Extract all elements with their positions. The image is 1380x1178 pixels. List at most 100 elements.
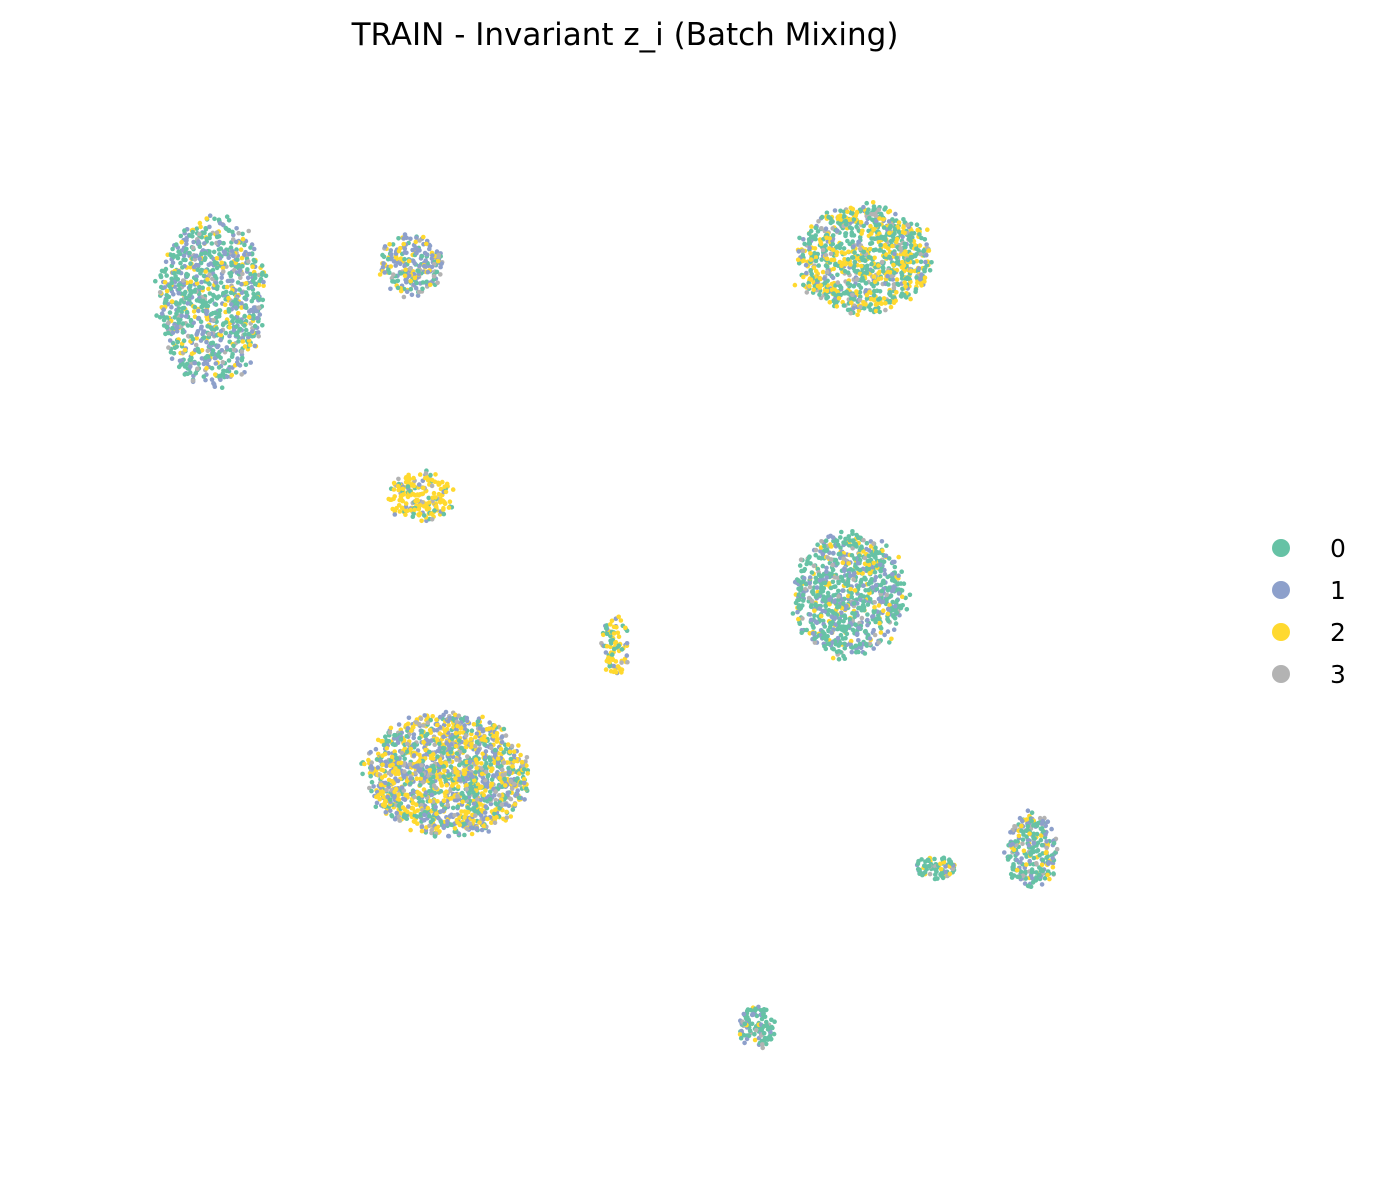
scatter-point-batch-2 bbox=[418, 776, 424, 781]
scatter-point-batch-0 bbox=[488, 762, 494, 767]
scatter-point-batch-0 bbox=[178, 233, 184, 239]
scatter-point-batch-0 bbox=[259, 263, 265, 268]
scatter-point-batch-0 bbox=[439, 802, 445, 807]
scatter-point-batch-1 bbox=[916, 266, 922, 271]
scatter-point-batch-2 bbox=[878, 276, 884, 281]
scatter-point-batch-2 bbox=[868, 223, 873, 229]
scatter-point-batch-1 bbox=[184, 241, 189, 247]
scatter-point-batch-2 bbox=[397, 509, 403, 514]
scatter-point-batch-1 bbox=[401, 236, 406, 241]
scatter-point-batch-2 bbox=[846, 561, 851, 566]
scatter-point-batch-0 bbox=[183, 289, 188, 295]
scatter-point-batch-0 bbox=[434, 269, 440, 275]
scatter-point-batch-1 bbox=[1025, 808, 1031, 813]
scatter-point-batch-0 bbox=[741, 1033, 747, 1038]
scatter-point-batch-0 bbox=[758, 1008, 764, 1013]
scatter-point-batch-3 bbox=[806, 595, 812, 601]
scatter-point-batch-0 bbox=[1008, 854, 1013, 859]
scatter-point-batch-0 bbox=[420, 286, 425, 292]
scatter-point-batch-3 bbox=[458, 749, 463, 754]
scatter-point-batch-3 bbox=[1034, 861, 1039, 866]
scatter-point-batch-2 bbox=[438, 486, 444, 492]
scatter-point-batch-1 bbox=[892, 251, 897, 257]
scatter-point-batch-0 bbox=[230, 229, 235, 235]
scatter-point-batch-3 bbox=[206, 331, 212, 337]
scatter-point-batch-2 bbox=[427, 767, 433, 773]
scatter-point-batch-1 bbox=[511, 753, 517, 758]
scatter-point-batch-3 bbox=[246, 228, 251, 234]
scatter-point-batch-0 bbox=[214, 265, 220, 271]
scatter-point-batch-0 bbox=[823, 538, 829, 543]
scatter-point-batch-2 bbox=[451, 781, 457, 787]
scatter-point-batch-0 bbox=[167, 310, 173, 315]
scatter-point-batch-1 bbox=[844, 603, 849, 609]
scatter-point-batch-2 bbox=[737, 1032, 743, 1037]
scatter-point-batch-2 bbox=[421, 739, 426, 745]
scatter-point-batch-1 bbox=[446, 833, 451, 839]
scatter-point-batch-0 bbox=[1011, 862, 1016, 867]
scatter-point-batch-2 bbox=[220, 265, 226, 271]
scatter-point-batch-0 bbox=[840, 636, 846, 641]
scatter-point-batch-2 bbox=[377, 796, 383, 802]
scatter-point-batch-0 bbox=[487, 758, 493, 763]
scatter-point-batch-0 bbox=[759, 1027, 764, 1033]
scatter-point-batch-0 bbox=[390, 242, 396, 247]
scatter-point-batch-1 bbox=[161, 307, 166, 312]
scatter-point-batch-0 bbox=[797, 235, 802, 241]
scatter-point-batch-0 bbox=[845, 281, 851, 286]
scatter-point-batch-0 bbox=[858, 285, 864, 291]
scatter-point-batch-3 bbox=[830, 562, 835, 568]
scatter-point-batch-0 bbox=[822, 624, 828, 629]
scatter-point-batch-2 bbox=[1011, 847, 1017, 853]
scatter-point-batch-3 bbox=[927, 871, 933, 877]
scatter-point-batch-1 bbox=[448, 742, 454, 747]
scatter-point-batch-0 bbox=[244, 305, 249, 311]
scatter-point-batch-0 bbox=[237, 287, 242, 292]
scatter-point-batch-1 bbox=[199, 279, 204, 285]
scatter-point-batch-2 bbox=[811, 265, 817, 271]
scatter-point-batch-0 bbox=[863, 577, 868, 582]
scatter-point-batch-2 bbox=[792, 282, 798, 288]
scatter-point-batch-2 bbox=[902, 280, 907, 285]
scatter-point-batch-2 bbox=[382, 803, 387, 809]
scatter-point-batch-2 bbox=[420, 485, 426, 491]
scatter-point-batch-0 bbox=[195, 267, 200, 273]
scatter-point-batch-2 bbox=[456, 784, 461, 789]
scatter-point-batch-1 bbox=[855, 560, 861, 566]
scatter-point-batch-0 bbox=[248, 245, 253, 250]
scatter-point-batch-2 bbox=[388, 725, 394, 731]
scatter-point-batch-0 bbox=[877, 289, 883, 294]
scatter-point-batch-3 bbox=[824, 269, 830, 275]
scatter-point-batch-2 bbox=[1045, 872, 1050, 878]
scatter-point-batch-1 bbox=[924, 242, 929, 247]
scatter-point-batch-2 bbox=[455, 723, 460, 729]
scatter-point-batch-0 bbox=[226, 358, 232, 363]
scatter-point-batch-1 bbox=[203, 377, 208, 383]
scatter-point-batch-2 bbox=[612, 640, 618, 646]
scatter-point-batch-1 bbox=[225, 278, 231, 284]
scatter-point-batch-1 bbox=[441, 823, 447, 829]
scatter-point-batch-2 bbox=[417, 472, 423, 477]
scatter-point-batch-1 bbox=[871, 627, 876, 633]
scatter-point-batch-0 bbox=[218, 355, 223, 361]
scatter-point-batch-0 bbox=[449, 736, 455, 741]
scatter-point-batch-2 bbox=[830, 247, 836, 252]
scatter-point-batch-0 bbox=[834, 538, 840, 544]
scatter-point-batch-2 bbox=[922, 275, 928, 281]
scatter-point-batch-2 bbox=[1019, 823, 1024, 829]
scatter-point-batch-2 bbox=[485, 816, 490, 822]
scatter-point-batch-2 bbox=[890, 243, 895, 249]
scatter-point-batch-1 bbox=[474, 750, 480, 756]
scatter-point-batch-0 bbox=[843, 221, 849, 227]
scatter-point-batch-0 bbox=[231, 343, 236, 349]
scatter-point-batch-0 bbox=[199, 234, 205, 240]
scatter-point-batch-0 bbox=[1021, 832, 1026, 837]
scatter-point-batch-2 bbox=[227, 325, 232, 330]
scatter-point-batch-0 bbox=[809, 570, 815, 575]
scatter-point-batch-1 bbox=[808, 617, 814, 623]
scatter-point-batch-0 bbox=[848, 210, 854, 216]
scatter-point-batch-1 bbox=[198, 338, 204, 343]
scatter-point-batch-0 bbox=[858, 546, 864, 551]
scatter-point-batch-1 bbox=[842, 566, 847, 572]
scatter-point-batch-0 bbox=[881, 225, 887, 230]
